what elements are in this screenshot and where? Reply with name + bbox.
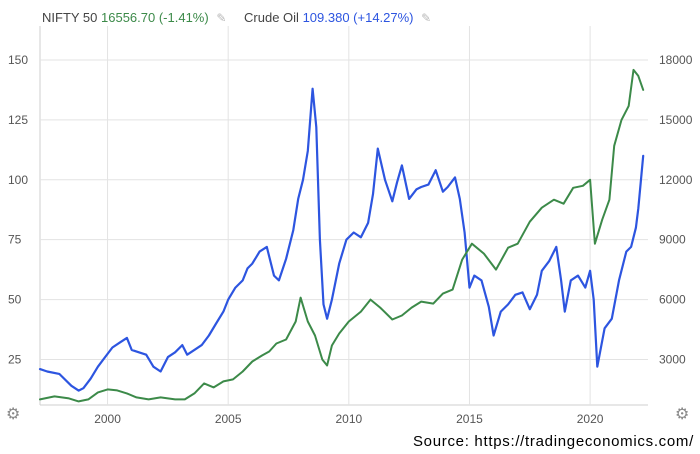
gear-icon[interactable]: ⚙ bbox=[6, 406, 21, 423]
chart-legend: NIFTY 50 16556.70 (-1.41%) ✎ Crude Oil 1… bbox=[42, 10, 445, 25]
series-layer bbox=[38, 68, 645, 403]
legend-item-nifty[interactable]: NIFTY 50 16556.70 (-1.41%) ✎ bbox=[42, 10, 226, 25]
grid-layer bbox=[39, 26, 648, 406]
source-credit: Source: https://tradingeconomics.com/ bbox=[412, 433, 694, 450]
y-right-tick-label: 3000 bbox=[659, 352, 686, 366]
y-right-tick-label: 18000 bbox=[659, 53, 693, 67]
pencil-icon[interactable]: ✎ bbox=[421, 11, 432, 25]
legend-nifty-value: 16556.70 (-1.41%) bbox=[101, 10, 209, 25]
series-line-crude-oil bbox=[38, 87, 645, 392]
y-left-tick-label: 125 bbox=[8, 113, 28, 127]
x-tick-label: 2000 bbox=[94, 412, 121, 426]
pencil-icon[interactable]: ✎ bbox=[216, 11, 227, 25]
y-left-tick-label: 50 bbox=[8, 293, 22, 307]
x-tick-label: 2010 bbox=[335, 412, 362, 426]
y-right-tick-label: 15000 bbox=[659, 113, 693, 127]
legend-oil-name: Crude Oil bbox=[244, 10, 299, 25]
x-tick-label: 2015 bbox=[456, 412, 483, 426]
gear-icon[interactable]: ⚙ bbox=[675, 406, 690, 423]
y-left-tick-label: 150 bbox=[8, 53, 28, 67]
y-left-tick-label: 100 bbox=[8, 173, 28, 187]
chart-frame: NIFTY 50 16556.70 (-1.41%) ✎ Crude Oil 1… bbox=[6, 10, 693, 426]
y-right-tick-label: 12000 bbox=[659, 173, 693, 187]
y-left-tick-label: 25 bbox=[8, 352, 22, 366]
legend-nifty-name: NIFTY 50 bbox=[42, 10, 98, 25]
y-left-tick-label: 75 bbox=[8, 233, 22, 247]
legend-item-oil[interactable]: Crude Oil 109.380 (+14.27%) ✎ bbox=[244, 10, 431, 25]
y-right-tick-label: 9000 bbox=[659, 233, 686, 247]
series-line-nifty-50 bbox=[39, 68, 645, 403]
y-right-tick-label: 6000 bbox=[659, 293, 686, 307]
line-chart: 25 50 75 100 125 150 3000 6000 9000 12000 15000 180… bbox=[8, 26, 693, 426]
axis-layer: 25 50 75 100 125 150 3000 6000 9000 12000 15000 180… bbox=[8, 53, 693, 426]
x-tick-label: 2020 bbox=[577, 412, 604, 426]
x-tick-label: 2005 bbox=[215, 412, 242, 426]
legend-oil-value: 109.380 (+14.27%) bbox=[302, 10, 414, 25]
